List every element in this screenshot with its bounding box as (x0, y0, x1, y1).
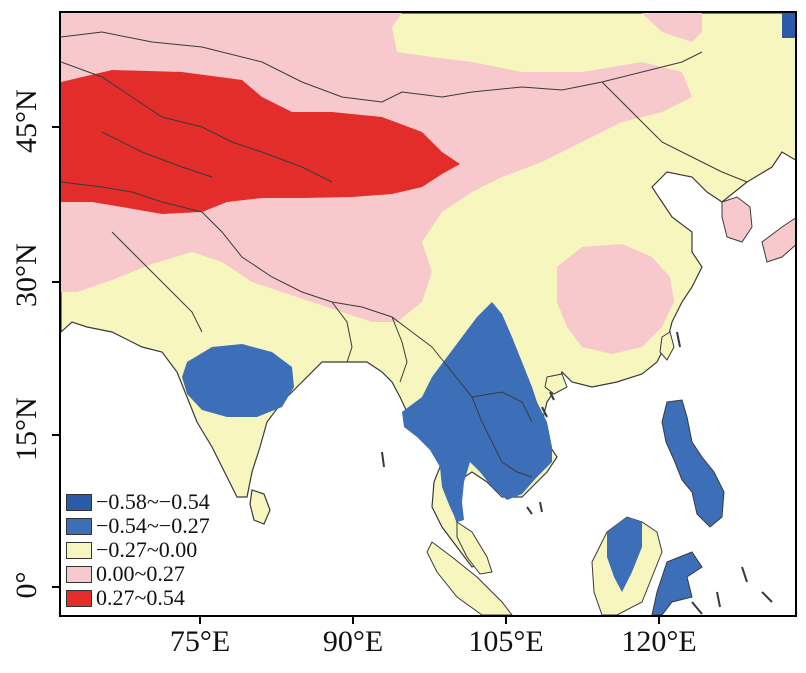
y-tick-0: 0° (10, 571, 43, 599)
y-tickmark-30n (52, 281, 60, 283)
map-canvas (61, 13, 795, 615)
y-tick-45n: 45°N (10, 89, 43, 153)
x-tick-120e: 120°E (621, 625, 697, 658)
dark-blue-corner (782, 13, 795, 38)
y-tickmark-45n (52, 126, 60, 128)
legend-item-pink: 0.00~0.27 (66, 562, 210, 586)
island-dashes (381, 331, 773, 615)
blue-region-indochina (402, 302, 552, 522)
x-tickmark-105e (505, 616, 507, 624)
land-japan (761, 217, 795, 263)
x-tickmark-90e (352, 616, 354, 624)
land-sri-lanka (249, 489, 271, 525)
land-korea (721, 196, 753, 243)
legend-label: 0.00~0.27 (96, 561, 185, 586)
x-tickmark-120e (658, 616, 660, 624)
country-borders (61, 31, 748, 478)
map-frame (59, 11, 797, 617)
legend-item-blue: −0.54~−0.27 (66, 514, 210, 538)
legend-item-red: 0.27~0.54 (66, 586, 210, 610)
blue-region-borneo (607, 517, 642, 592)
land-hainan (544, 373, 568, 395)
legend-swatch-pink (66, 565, 92, 583)
legend-swatch-red (66, 589, 92, 607)
land-malay-peninsula (456, 521, 493, 575)
y-tickmark-0 (52, 586, 60, 588)
legend-swatch-dark-blue (66, 493, 92, 511)
legend: −0.58~−0.54 −0.54~−0.27 −0.27~0.00 0.00~… (66, 490, 210, 610)
x-tick-75e: 75°E (169, 625, 231, 658)
x-tickmark-75e (199, 616, 201, 624)
land-taiwan (659, 331, 675, 361)
pink-region-top-right (642, 13, 702, 42)
land-sumatra (426, 541, 513, 615)
x-tick-105e: 105°E (468, 625, 544, 658)
legend-item-dark-blue: −0.58~−0.54 (66, 490, 210, 514)
legend-item-yellow: −0.27~0.00 (66, 538, 210, 562)
blue-region-sulawesi (651, 551, 703, 615)
y-tick-30n: 30°N (10, 243, 43, 307)
legend-label: −0.27~0.00 (96, 537, 198, 562)
pink-region-south-china (557, 244, 674, 354)
x-tick-90e: 90°E (322, 625, 384, 658)
legend-label: −0.58~−0.54 (96, 489, 210, 514)
y-tickmark-15n (52, 434, 60, 436)
y-tick-15n: 15°N (10, 397, 43, 461)
blue-region-philippines (661, 399, 725, 528)
blue-region-india (182, 344, 294, 417)
legend-swatch-yellow (66, 541, 92, 559)
red-region-central-asia (61, 70, 460, 214)
legend-swatch-blue (66, 517, 92, 535)
legend-label: −0.54~−0.27 (96, 513, 210, 538)
legend-label: 0.27~0.54 (96, 585, 185, 610)
